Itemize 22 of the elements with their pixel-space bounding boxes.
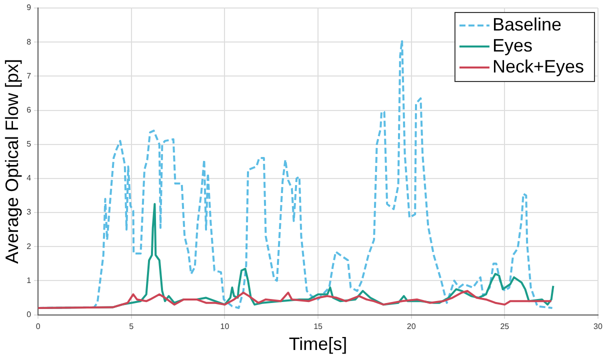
y-tick-label: 1	[26, 276, 32, 285]
x-tick-label: 25	[500, 322, 510, 331]
y-tick-label: 5	[26, 140, 32, 149]
x-tick-label: 30	[594, 322, 603, 331]
y-tick-label: 8	[26, 37, 32, 46]
x-tick-label: 15	[314, 322, 324, 331]
y-axis-title: Average Optical Flow [px]	[2, 59, 22, 264]
legend-label: Eyes	[492, 35, 532, 56]
y-tick-label: 9	[26, 3, 32, 12]
x-tick-label: 0	[36, 322, 41, 331]
y-tick-label: 0	[26, 310, 32, 320]
y-tick-label: 7	[26, 71, 32, 80]
legend-label: Baseline	[492, 14, 562, 34]
y-tick-label: 2	[26, 242, 32, 251]
x-axis-title: Time[s]	[288, 334, 348, 354]
y-tick-label: 6	[26, 105, 32, 114]
x-tick-label: 10	[220, 322, 230, 331]
y-tick-label: 3	[26, 208, 32, 217]
legend-label: Neck+Eyes	[492, 56, 584, 76]
y-tick-label: 4	[26, 174, 32, 183]
x-tick-label: 20	[406, 322, 416, 331]
x-tick-label: 5	[129, 322, 134, 331]
